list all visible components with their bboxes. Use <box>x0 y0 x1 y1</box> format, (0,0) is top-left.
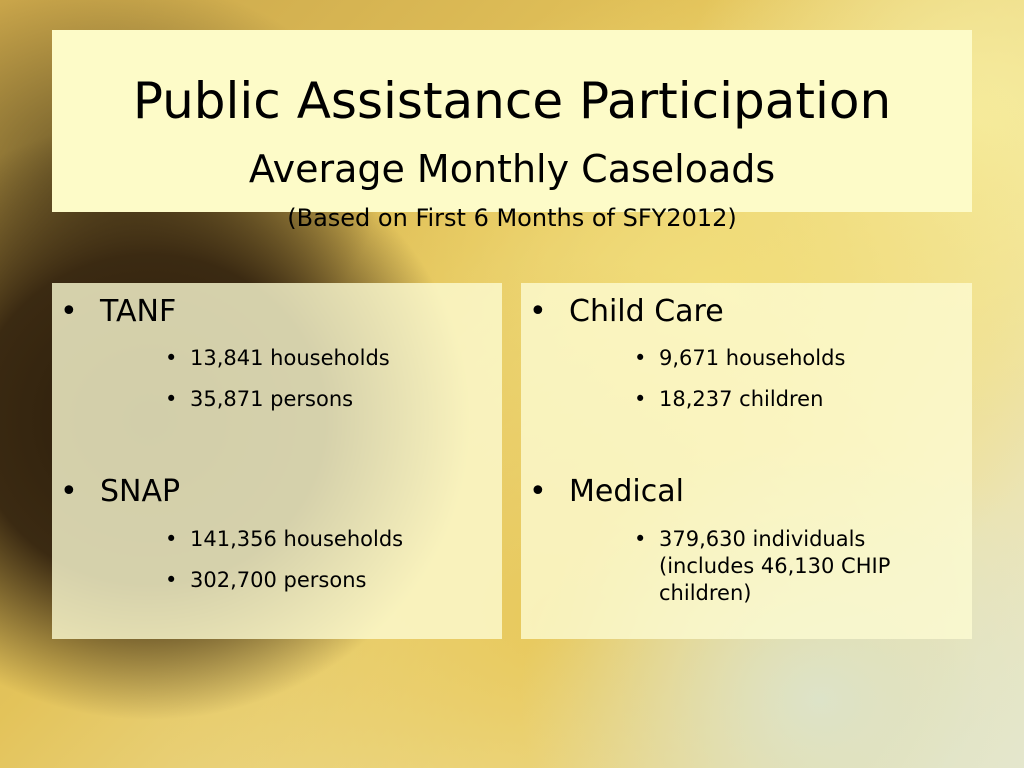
program-heading-tanf: • TANF <box>60 295 176 329</box>
bullet: • <box>634 527 647 551</box>
bullet: • <box>634 387 647 411</box>
bullet: • <box>529 474 547 509</box>
program-heading-child-care: • Child Care <box>529 295 724 329</box>
item-text: 18,237 children <box>659 387 824 411</box>
right-panel: • Child Care • 9,671 households • 18,237 ch… <box>521 283 972 639</box>
list-item: • 18,237 children <box>634 386 949 413</box>
list-item: • 379,630 individuals (includes 46,130 CH… <box>634 526 949 607</box>
program-heading-medical: • Medical <box>529 475 684 509</box>
item-text: 302,700 persons <box>190 568 367 592</box>
bullet: • <box>165 527 178 551</box>
slide-title: Public Assistance Participation <box>132 72 892 130</box>
bullet: • <box>60 294 78 329</box>
item-text: 141,356 households <box>190 527 404 551</box>
list-item: • 141,356 households <box>165 526 480 553</box>
bullet: • <box>529 294 547 329</box>
program-name: TANF <box>100 294 177 329</box>
item-text: 379,630 individuals (includes 46,130 CHI… <box>659 527 891 605</box>
item-text: 35,871 persons <box>190 387 354 411</box>
list-item: • 9,671 households <box>634 345 949 372</box>
bullet: • <box>165 346 178 370</box>
bullet: • <box>60 474 78 509</box>
bullet: • <box>634 346 647 370</box>
bullet: • <box>165 568 178 592</box>
item-text: 9,671 households <box>659 346 846 370</box>
slide-subtitle: Average Monthly Caseloads <box>248 147 776 191</box>
item-text: 13,841 households <box>190 346 390 370</box>
program-name: SNAP <box>100 474 181 509</box>
title-box: Public Assistance Participation Average … <box>52 30 972 232</box>
slide-note: (Based on First 6 Months of SFY2012) <box>287 204 737 232</box>
list-item: • 302,700 persons <box>165 567 480 594</box>
program-heading-snap: • SNAP <box>60 475 180 509</box>
list-item: • 35,871 persons <box>165 386 480 413</box>
list-item: • 13,841 households <box>165 345 480 372</box>
program-name: Child Care <box>569 294 724 329</box>
program-name: Medical <box>569 474 684 509</box>
left-panel: • TANF • 13,841 households • 35,871 persons… <box>52 283 502 639</box>
bullet: • <box>165 387 178 411</box>
